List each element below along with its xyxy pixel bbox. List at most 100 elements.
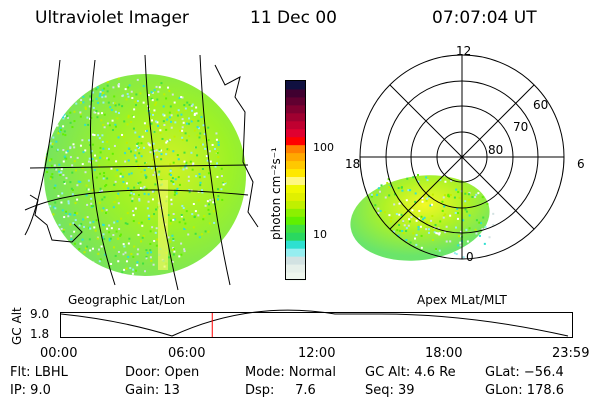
pixel [68, 213, 71, 216]
pixel [135, 93, 138, 96]
pixel [154, 171, 157, 174]
pixel [346, 214, 348, 216]
pixel [153, 213, 156, 216]
pixel [85, 184, 88, 187]
pixel [138, 135, 141, 138]
pixel [102, 177, 105, 180]
pixel [50, 164, 53, 167]
pixel [363, 192, 366, 195]
pixel [163, 114, 166, 117]
pixel [99, 146, 102, 149]
pixel [172, 218, 175, 221]
pixel [130, 90, 133, 93]
pixel [406, 269, 408, 271]
pixel [343, 214, 345, 216]
pixel [95, 270, 98, 273]
pixel [349, 205, 351, 207]
pixel [84, 123, 87, 126]
time-label: 07:07:04 UT [432, 8, 537, 28]
pixel [58, 130, 61, 133]
pixel [116, 237, 119, 240]
pixel [51, 142, 54, 145]
pixel [44, 206, 46, 209]
pixel [113, 201, 116, 204]
pixel [152, 152, 155, 155]
colorbar-swatch [286, 224, 306, 233]
pixel [53, 164, 56, 167]
pixel [158, 86, 161, 89]
pixel [398, 229, 401, 232]
pixel [398, 202, 401, 205]
pixel [63, 109, 66, 112]
pixel [161, 137, 164, 140]
pixel [194, 232, 197, 235]
pixel [92, 261, 95, 264]
pixel [415, 219, 418, 222]
pixel [388, 186, 391, 189]
pixel [122, 180, 125, 183]
pixel [82, 151, 85, 154]
pixel [216, 198, 219, 201]
pixel [89, 87, 92, 90]
pixel [435, 257, 438, 259]
pixel [117, 260, 120, 263]
pixel [152, 158, 155, 161]
pixel [79, 111, 82, 114]
pixel [417, 226, 420, 229]
pixel [173, 135, 176, 138]
pixel [462, 219, 465, 222]
pixel [155, 166, 158, 169]
pixel [91, 247, 94, 250]
pixel [63, 182, 66, 185]
pixel [180, 253, 183, 256]
pixel [81, 166, 84, 169]
pixel [131, 272, 134, 275]
pixel [125, 260, 128, 263]
colorbar-swatch [286, 272, 306, 281]
pixel [184, 165, 187, 168]
pixel [106, 80, 109, 83]
geographic-image [24, 54, 259, 291]
pixel [207, 230, 210, 233]
pixel [106, 157, 109, 160]
pixel [95, 176, 98, 179]
pixel [140, 170, 143, 173]
pixel [392, 230, 395, 233]
pixel [139, 148, 142, 151]
pixel [160, 82, 163, 85]
pixel [159, 131, 162, 134]
pixel [208, 150, 211, 153]
pixel [113, 102, 116, 105]
pixel [74, 97, 77, 100]
pixel [347, 201, 349, 203]
pixel [345, 210, 347, 212]
pixel [133, 108, 136, 111]
pixel [135, 104, 138, 107]
pixel [181, 96, 184, 99]
pixel [150, 149, 153, 152]
pixel [146, 207, 149, 210]
pixel [118, 103, 121, 106]
pixel [464, 200, 467, 203]
pixel [383, 211, 386, 214]
pixel [50, 175, 53, 178]
pixel [417, 224, 420, 227]
pixel [94, 154, 97, 157]
pixel [199, 181, 202, 184]
pixel [465, 210, 468, 213]
pixel [120, 217, 123, 220]
pixel [172, 237, 175, 240]
pixel [165, 153, 168, 156]
pixel [193, 129, 196, 132]
pixel [464, 208, 467, 211]
pixel [168, 256, 171, 259]
pixel [163, 123, 166, 126]
pixel [153, 191, 156, 194]
pixel [379, 262, 381, 264]
pixel [98, 79, 101, 82]
pixel [172, 181, 175, 184]
pixel [346, 217, 348, 219]
colorbar-swatch [286, 168, 306, 178]
pixel [435, 257, 438, 259]
pixel [396, 262, 398, 264]
